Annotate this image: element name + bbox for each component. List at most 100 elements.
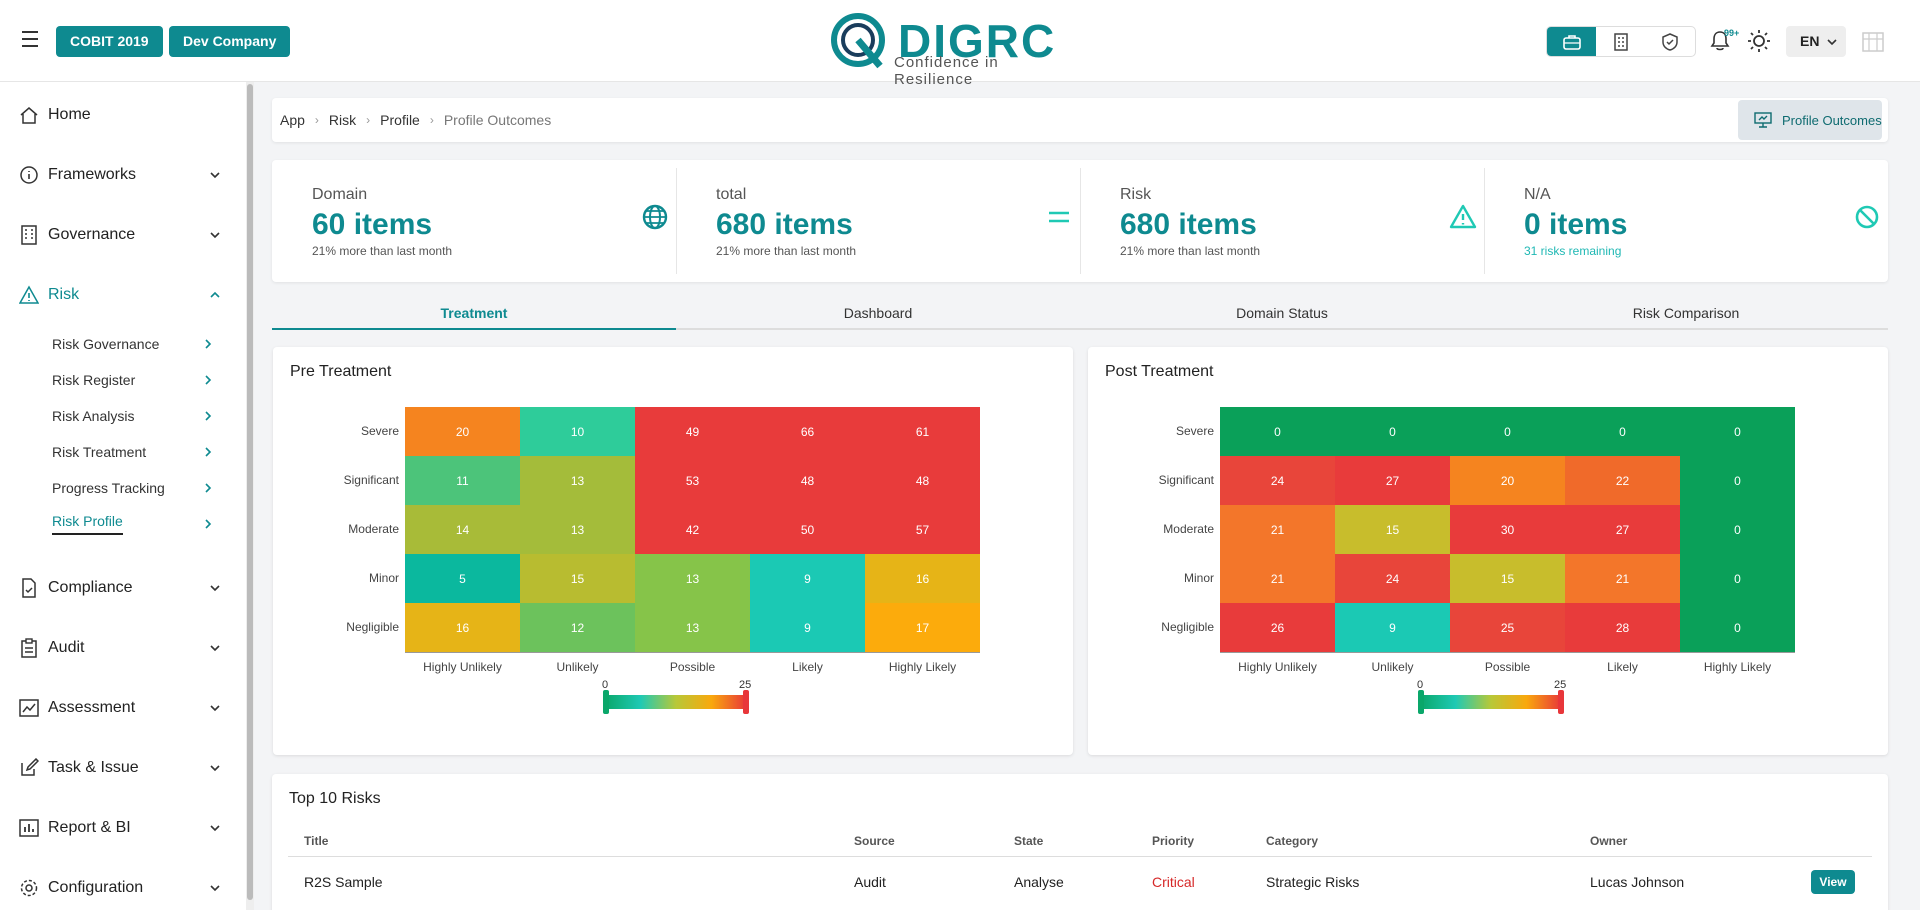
user-menu-button[interactable] bbox=[1860, 28, 1886, 54]
shield-view-button[interactable] bbox=[1646, 27, 1695, 56]
top-header: COBIT 2019 Dev Company DIGRC Confidence … bbox=[0, 0, 1920, 88]
heatmap-cell: 13 bbox=[520, 505, 635, 554]
legend-max-handle[interactable] bbox=[743, 690, 749, 714]
nav-audit[interactable]: Audit bbox=[0, 628, 240, 668]
chevron-right-icon bbox=[205, 447, 212, 457]
nav-frameworks[interactable]: Frameworks bbox=[0, 155, 240, 195]
heatmap-cell: 57 bbox=[865, 505, 980, 554]
heatmap-cell: 21 bbox=[1220, 505, 1335, 554]
chevron-right-icon bbox=[205, 339, 212, 349]
column-header[interactable]: Title bbox=[304, 834, 329, 848]
warning-icon bbox=[1449, 204, 1477, 229]
breadcrumb-separator: › bbox=[366, 113, 371, 127]
pre-treatment-card: Pre Treatment Severe 20 10 49 66 61 Significan… bbox=[273, 347, 1073, 755]
company-button[interactable]: Dev Company bbox=[169, 26, 291, 57]
heatmap-cell: 28 bbox=[1565, 603, 1680, 652]
breadcrumb-separator: › bbox=[314, 113, 319, 127]
heatmap-cell: 61 bbox=[865, 407, 980, 456]
nav-report-bi[interactable]: Report & BI bbox=[0, 808, 240, 848]
legend-max-label: 25 bbox=[739, 679, 752, 691]
chevron-right-icon bbox=[205, 411, 212, 421]
tab-risk-comparison[interactable]: Risk Comparison bbox=[1632, 305, 1740, 321]
sidebar-scroll-thumb[interactable] bbox=[247, 84, 253, 900]
subnav-risk-treatment[interactable]: Risk Treatment bbox=[52, 438, 232, 466]
column-header[interactable]: Category bbox=[1266, 834, 1319, 848]
notification-button[interactable] bbox=[1707, 28, 1733, 54]
nav-configuration[interactable]: Configuration bbox=[0, 868, 240, 908]
stat-title: Risk bbox=[1120, 186, 1152, 203]
breadcrumb-app[interactable]: App bbox=[280, 112, 305, 128]
nav-task-issue[interactable]: Task & Issue bbox=[0, 748, 240, 788]
nav-governance[interactable]: Governance bbox=[0, 215, 240, 255]
column-header[interactable]: Priority bbox=[1152, 834, 1195, 848]
heatmap-cell: 13 bbox=[635, 554, 750, 603]
stat-value: 0 items bbox=[1524, 208, 1628, 241]
row-label: Significant bbox=[1158, 473, 1214, 487]
tab-domain-status[interactable]: Domain Status bbox=[1236, 305, 1328, 321]
building-icon bbox=[1614, 32, 1628, 51]
stat-domain: Domain 60 items 21% more than last month bbox=[272, 160, 676, 282]
subnav-risk-profile[interactable]: Risk Profile bbox=[52, 510, 232, 538]
row-label: Negligible bbox=[346, 620, 399, 634]
subnav-risk-analysis[interactable]: Risk Analysis bbox=[52, 402, 232, 430]
cell-title[interactable]: R2S Sample bbox=[304, 874, 383, 890]
column-header[interactable]: Source bbox=[854, 834, 895, 848]
profile-outcomes-label: Profile Outcomes bbox=[1782, 112, 1882, 128]
heatmap-cell: 9 bbox=[750, 554, 865, 603]
x-axis-line bbox=[405, 652, 980, 653]
nav-label: Home bbox=[48, 106, 91, 123]
equals-icon bbox=[1049, 211, 1069, 223]
stat-na: N/A 0 items 31 risks remaining bbox=[1484, 160, 1888, 282]
breadcrumb-current: Profile Outcomes bbox=[443, 112, 552, 128]
nav-risk[interactable]: Risk bbox=[0, 275, 240, 315]
row-label: Negligible bbox=[1161, 620, 1214, 634]
heatmap-cell: 20 bbox=[405, 407, 520, 456]
heatmap-cell: 66 bbox=[750, 407, 865, 456]
heatmap-cell: 12 bbox=[520, 603, 635, 652]
heatmap-cell: 50 bbox=[750, 505, 865, 554]
legend-gradient bbox=[1420, 695, 1562, 709]
subnav-progress-tracking[interactable]: Progress Tracking bbox=[52, 474, 232, 502]
heatmap-cell: 9 bbox=[750, 603, 865, 652]
breadcrumb-profile[interactable]: Profile bbox=[380, 112, 420, 128]
subnav-label: Risk Analysis bbox=[52, 408, 135, 424]
tab-dashboard[interactable]: Dashboard bbox=[843, 305, 913, 321]
theme-toggle[interactable] bbox=[1746, 28, 1772, 54]
edit-icon bbox=[18, 757, 40, 779]
heatmap-cell: 9 bbox=[1335, 603, 1450, 652]
legend-min-handle[interactable] bbox=[603, 690, 609, 714]
column-header[interactable]: State bbox=[1014, 834, 1044, 848]
heatmap-cell: 16 bbox=[865, 554, 980, 603]
row-label: Moderate bbox=[348, 522, 399, 536]
legend-min-handle[interactable] bbox=[1418, 690, 1424, 714]
nav-home[interactable]: Home bbox=[0, 95, 240, 135]
ban-icon bbox=[1855, 205, 1879, 229]
subnav-risk-register[interactable]: Risk Register bbox=[52, 366, 232, 394]
legend-max-handle[interactable] bbox=[1558, 690, 1564, 714]
briefcase-view-button[interactable] bbox=[1547, 27, 1597, 56]
language-select[interactable]: EN bbox=[1786, 26, 1846, 57]
building-view-button[interactable] bbox=[1596, 27, 1645, 56]
profile-outcomes-button[interactable]: Profile Outcomes bbox=[1738, 100, 1882, 140]
heatmap-cell: 30 bbox=[1450, 505, 1565, 554]
top-risks-card: Top 10 Risks Title Source State Priority… bbox=[272, 774, 1888, 910]
nav-assessment[interactable]: Assessment bbox=[0, 688, 240, 728]
menu-icon[interactable] bbox=[22, 31, 42, 51]
info-icon bbox=[18, 164, 40, 186]
column-header[interactable]: Owner bbox=[1590, 834, 1628, 848]
breadcrumb-risk[interactable]: Risk bbox=[328, 112, 357, 128]
heatmap-cell: 13 bbox=[635, 603, 750, 652]
framework-button[interactable]: COBIT 2019 bbox=[56, 26, 163, 57]
tab-treatment[interactable]: Treatment bbox=[272, 300, 676, 330]
subnav-risk-governance[interactable]: Risk Governance bbox=[52, 330, 232, 358]
gear-icon bbox=[18, 877, 40, 899]
column-label: Possible bbox=[1484, 660, 1531, 674]
notification-count: 99+ bbox=[1724, 28, 1740, 38]
heatmap-cell: 27 bbox=[1565, 505, 1680, 554]
view-button[interactable]: View bbox=[1811, 870, 1855, 894]
heatmap-cell: 13 bbox=[520, 456, 635, 505]
nav-compliance[interactable]: Compliance bbox=[0, 568, 240, 608]
subnav-label: Risk Register bbox=[52, 372, 136, 388]
legend-min-label: 0 bbox=[1417, 679, 1424, 691]
building-faded-icon bbox=[1862, 32, 1884, 52]
